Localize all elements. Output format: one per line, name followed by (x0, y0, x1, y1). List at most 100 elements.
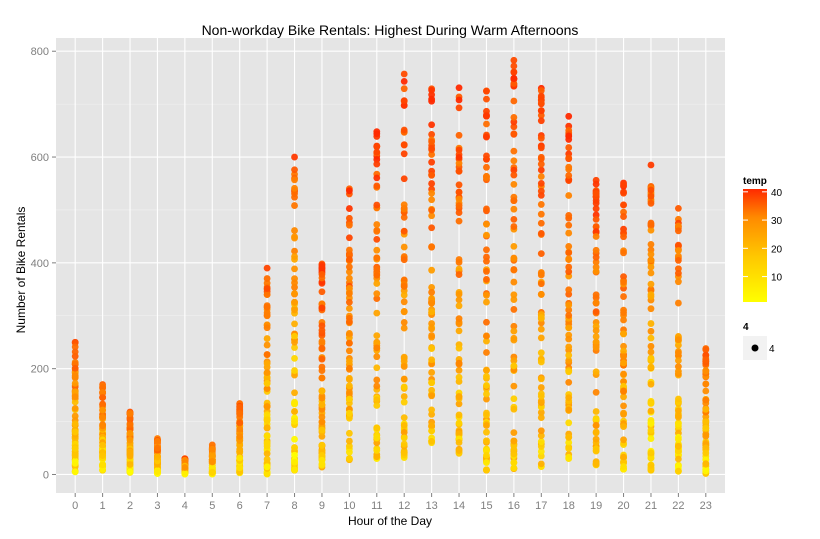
data-point (647, 426, 655, 434)
x-tick-label: 13 (426, 500, 438, 512)
data-point (291, 466, 298, 474)
data-point (565, 433, 573, 441)
data-point (208, 445, 216, 453)
data-point (510, 327, 518, 335)
data-point (99, 394, 107, 401)
data-point (373, 235, 381, 243)
data-point (291, 338, 298, 346)
size-legend-title: 4 (743, 322, 749, 333)
data-point (565, 221, 573, 229)
data-point (647, 241, 655, 248)
data-point (400, 102, 408, 109)
data-point (263, 411, 271, 419)
data-point (565, 357, 573, 364)
data-point (291, 451, 298, 459)
data-point (345, 298, 353, 306)
data-point (647, 320, 655, 327)
data-point (428, 171, 436, 179)
data-point (647, 327, 655, 335)
data-point (592, 447, 600, 455)
data-point (620, 463, 627, 470)
data-point (428, 95, 436, 103)
data-points (71, 56, 710, 478)
data-point (565, 335, 573, 343)
data-point (510, 255, 518, 262)
data-point (620, 378, 627, 385)
data-point (99, 401, 107, 409)
data-point (537, 438, 545, 446)
data-point (263, 360, 271, 368)
data-point (647, 161, 655, 169)
data-point (510, 113, 518, 121)
data-point (592, 190, 600, 198)
x-tick-label: 5 (209, 500, 215, 512)
data-point (702, 346, 710, 354)
data-point (263, 416, 271, 424)
data-point (537, 144, 545, 152)
data-point (373, 424, 381, 432)
data-point (400, 77, 408, 85)
data-point (647, 280, 655, 288)
data-point (99, 414, 107, 421)
data-point (592, 246, 600, 254)
data-point (647, 400, 655, 407)
data-point (565, 212, 573, 219)
data-point (71, 343, 79, 351)
data-point (510, 362, 518, 370)
data-point (537, 219, 545, 227)
data-point (318, 452, 326, 459)
data-point (565, 172, 573, 179)
data-point (345, 268, 353, 276)
data-point (510, 266, 518, 274)
data-point (400, 428, 408, 436)
data-point (345, 376, 353, 383)
data-point (99, 406, 107, 414)
data-point (674, 407, 682, 415)
data-point (483, 87, 490, 95)
data-point (400, 126, 408, 134)
data-point (345, 382, 353, 390)
data-point (455, 296, 463, 304)
data-point (181, 464, 189, 471)
data-point (620, 293, 627, 300)
data-point (291, 417, 298, 425)
x-tick-label: 10 (343, 500, 355, 512)
data-point (537, 325, 545, 333)
x-tick-label: 14 (453, 500, 465, 512)
data-point (428, 151, 436, 158)
data-point (565, 419, 573, 427)
data-point (510, 147, 518, 155)
legend-tick-label: 10 (771, 273, 783, 284)
data-point (373, 332, 381, 340)
data-point (565, 306, 573, 314)
y-tick-label: 600 (31, 152, 49, 164)
data-point (592, 223, 600, 230)
data-point (592, 421, 600, 429)
data-point (483, 253, 490, 261)
data-point (345, 205, 353, 212)
data-point (455, 360, 463, 368)
data-point (510, 450, 518, 458)
data-point (592, 429, 600, 437)
data-point (674, 420, 682, 428)
data-point (455, 96, 463, 104)
data-point (620, 181, 627, 189)
data-point (483, 268, 490, 275)
data-point (510, 171, 518, 179)
data-point (208, 451, 216, 458)
data-point (345, 284, 353, 292)
data-point (263, 385, 271, 393)
data-point (620, 188, 627, 196)
data-point (702, 424, 710, 432)
data-point (592, 180, 600, 188)
y-tick-label: 0 (43, 469, 49, 481)
data-point (537, 375, 545, 383)
data-point (455, 411, 463, 419)
data-point (400, 213, 408, 221)
data-point (647, 199, 655, 207)
data-point (373, 353, 381, 361)
data-point (510, 62, 518, 70)
data-point (565, 394, 573, 402)
data-point (345, 221, 353, 229)
data-point (318, 263, 326, 271)
